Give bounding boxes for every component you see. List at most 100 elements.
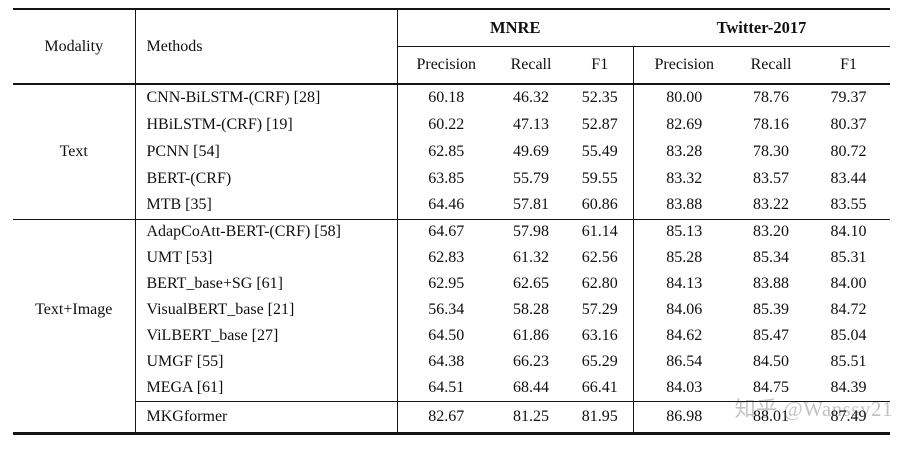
metric-value: 84.72 xyxy=(830,301,867,318)
header-row-groups: Modality Methods MNRE Twitter-2017 xyxy=(13,9,891,85)
metric-value: 87.49 xyxy=(807,400,891,433)
metric-value: 61.86 xyxy=(513,327,549,344)
metric-value: 86.54 xyxy=(632,349,736,375)
metric-header-mnre-recall: Recall xyxy=(495,46,567,85)
metric-value: 84.06 xyxy=(632,297,736,323)
table-row: BERT_base+SG [61] 62.95 62.65 62.80 84.1… xyxy=(13,271,890,297)
table-row: ViLBERT_base [27] 64.50 61.86 63.16 84.6… xyxy=(13,323,890,349)
metric-value: 57.98 xyxy=(495,218,567,245)
metric-header-mnre-precision: Precision xyxy=(396,46,495,85)
metric-value: 62.95 xyxy=(428,275,465,292)
method-name: AdapCoAtt-BERT-(CRF) [58] xyxy=(135,218,398,245)
table-row: Text+Image AdapCoAtt-BERT-(CRF) [58] 64.… xyxy=(13,218,891,401)
metric-header-twitter-f1: F1 xyxy=(807,46,891,85)
results-table: Modality Methods MNRE Twitter-2017 Preci… xyxy=(13,8,891,435)
table-row: HBiLSTM-(CRF) [19] 60.22 47.13 52.87 82.… xyxy=(13,111,890,138)
metric-value: 84.50 xyxy=(753,353,790,370)
metric-value: 60.18 xyxy=(428,89,465,106)
table-row: PCNN [54] 62.85 49.69 55.49 83.28 78.30 … xyxy=(13,138,890,165)
method-name: BERT-(CRF) xyxy=(135,165,398,192)
metric-value: 52.35 xyxy=(581,89,618,106)
metric-value: 80.37 xyxy=(830,115,867,133)
method-name: UMGF [55] xyxy=(135,349,398,375)
metric-value: 84.00 xyxy=(830,275,867,292)
metric-value: 83.44 xyxy=(830,169,867,187)
method-name: UMT [53] xyxy=(135,245,398,271)
table-row: UMT [53] 62.83 61.32 62.56 85.28 85.34 8… xyxy=(13,245,890,271)
table-row: BERT-(CRF) 63.85 55.79 59.55 83.32 83.57… xyxy=(13,165,890,192)
metric-value: 84.62 xyxy=(632,323,736,349)
metric-value: 79.37 xyxy=(830,89,867,106)
metric-value: 61.32 xyxy=(513,249,549,266)
table-row: UMGF [55] 64.38 66.23 65.29 86.54 84.50 … xyxy=(13,349,890,375)
metric-value: 49.69 xyxy=(513,142,549,160)
metric-value: 82.67 xyxy=(397,400,495,433)
metric-value: 78.30 xyxy=(753,142,790,160)
group-text-image: Text+Image AdapCoAtt-BERT-(CRF) [58] 64.… xyxy=(13,218,891,401)
table-row: Text CNN-BiLSTM-(CRF) [28] 60.18 46.32 5… xyxy=(13,84,890,219)
metric-value: 55.49 xyxy=(581,142,618,160)
method-name: MTB [35] xyxy=(135,192,398,219)
modality-group-label: Text xyxy=(13,84,136,219)
method-name: ViLBERT_base [27] xyxy=(135,323,398,349)
metric-value: 81.95 xyxy=(567,400,634,433)
metric-value: 57.81 xyxy=(513,196,549,214)
metric-value: 57.29 xyxy=(581,301,618,318)
metric-value: 82.69 xyxy=(632,111,736,138)
metric-value: 85.47 xyxy=(753,327,790,344)
metric-value: 55.79 xyxy=(513,169,549,187)
col-header-modality: Modality xyxy=(13,9,136,85)
metric-value: 83.32 xyxy=(632,165,736,192)
method-name: VisualBERT_base [21] xyxy=(135,297,398,323)
metric-value: 86.98 xyxy=(632,400,736,433)
metric-value: 66.41 xyxy=(581,378,618,396)
metric-value: 47.13 xyxy=(513,115,549,133)
metric-value: 62.83 xyxy=(428,249,465,266)
metric-value: 83.28 xyxy=(632,138,736,165)
group-header-twitter-2017: Twitter-2017 xyxy=(633,9,891,47)
metric-value: 46.32 xyxy=(513,89,549,106)
metric-value: 65.29 xyxy=(581,353,618,370)
metric-value: 85.13 xyxy=(632,218,736,245)
group-mkgformer: MKGformer 82.67 81.25 81.95 86.98 88.01 … xyxy=(13,400,891,433)
method-name: BERT_base+SG [61] xyxy=(135,271,398,297)
metric-header-twitter-precision: Precision xyxy=(632,46,736,85)
metric-value: 83.88 xyxy=(753,275,790,292)
table-row: VisualBERT_base [21] 56.34 58.28 57.29 8… xyxy=(13,297,890,323)
metric-value: 80.00 xyxy=(632,84,736,111)
metric-value: 85.28 xyxy=(632,245,736,271)
metric-value: 59.55 xyxy=(581,169,618,187)
metric-value: 56.34 xyxy=(428,301,465,318)
col-header-methods: Methods xyxy=(135,9,398,85)
modality-group-label xyxy=(13,401,136,433)
metric-value: 64.46 xyxy=(428,196,465,214)
metric-value: 84.13 xyxy=(632,271,736,297)
metric-value: 85.04 xyxy=(830,327,867,344)
metric-value: 62.65 xyxy=(513,275,549,292)
metric-value: 62.80 xyxy=(581,275,618,292)
metric-header-twitter-recall: Recall xyxy=(735,46,808,85)
metric-value: 61.14 xyxy=(567,218,634,245)
table-header: Modality Methods MNRE Twitter-2017 Preci… xyxy=(13,9,891,85)
metric-value: 85.34 xyxy=(753,249,790,266)
metric-value: 63.85 xyxy=(428,169,465,187)
group-text: Text CNN-BiLSTM-(CRF) [28] 60.18 46.32 5… xyxy=(13,84,890,219)
metric-value: 84.39 xyxy=(830,378,867,396)
metric-value: 64.51 xyxy=(428,378,465,396)
metric-value: 64.50 xyxy=(428,327,465,344)
metric-value: 84.03 xyxy=(632,375,736,401)
table-row: MEGA [61] 64.51 68.44 66.41 84.03 84.75 … xyxy=(13,375,890,401)
metric-value: 83.20 xyxy=(735,218,808,245)
table-row: MKGformer 82.67 81.25 81.95 86.98 88.01 … xyxy=(13,400,891,433)
metric-value: 68.44 xyxy=(513,378,549,396)
method-name: MEGA [61] xyxy=(135,375,398,401)
metric-value: 64.67 xyxy=(397,218,495,245)
metric-value: 58.28 xyxy=(513,301,549,318)
metric-value: 63.16 xyxy=(581,327,618,344)
metric-value: 62.85 xyxy=(428,142,465,160)
metric-value: 66.23 xyxy=(513,353,549,370)
method-name: PCNN [54] xyxy=(135,138,398,165)
modality-group-label: Text+Image xyxy=(13,218,136,401)
method-name: HBiLSTM-(CRF) [19] xyxy=(135,111,398,138)
metric-value: 52.87 xyxy=(581,115,618,133)
